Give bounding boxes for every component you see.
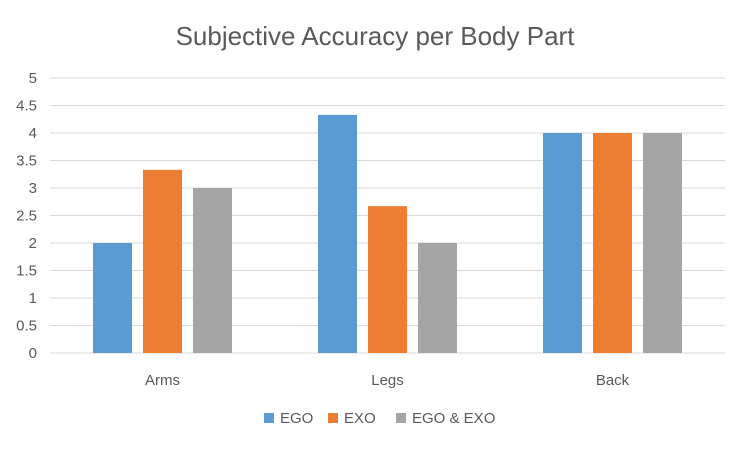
legend-swatch — [264, 413, 274, 423]
bar-back-ego-exo — [643, 133, 682, 353]
bar-legs-ego — [318, 114, 357, 353]
bars — [93, 114, 682, 353]
x-tick-label: Arms — [145, 372, 180, 389]
x-axis-tick-labels: Arms Legs Back — [145, 372, 630, 389]
legend-swatch — [328, 413, 338, 423]
legend-label: EXO — [344, 410, 376, 427]
y-tick-label: 2 — [29, 235, 37, 252]
y-axis-tick-labels: 0 0.5 1 1.5 2 2.5 3 3.5 4 4.5 5 — [16, 70, 37, 362]
chart-title: Subjective Accuracy per Body Part — [176, 21, 576, 51]
bar-back-ego — [543, 133, 582, 353]
legend-label: EGO & EXO — [412, 410, 495, 427]
y-tick-label: 1 — [29, 290, 37, 307]
bar-arms-ego — [93, 243, 132, 353]
y-tick-label: 4.5 — [16, 98, 37, 115]
y-tick-label: 0.5 — [16, 318, 37, 335]
legend-swatch — [396, 413, 406, 423]
y-tick-label: 3 — [29, 180, 37, 197]
x-tick-label: Back — [596, 372, 630, 389]
y-tick-label: 4 — [29, 125, 37, 142]
y-tick-label: 3.5 — [16, 153, 37, 170]
bar-back-exo — [593, 133, 632, 353]
y-tick-label: 1.5 — [16, 263, 37, 280]
y-tick-label: 0 — [29, 345, 37, 362]
bar-arms-ego-exo — [193, 188, 232, 353]
legend: EGO EXO EGO & EXO — [264, 410, 495, 427]
y-tick-label: 2.5 — [16, 208, 37, 225]
bar-legs-ego-exo — [418, 243, 457, 353]
y-tick-label: 5 — [29, 70, 37, 87]
bar-arms-exo — [143, 169, 182, 353]
legend-label: EGO — [280, 410, 313, 427]
x-tick-label: Legs — [371, 372, 404, 389]
bar-legs-exo — [368, 206, 407, 353]
